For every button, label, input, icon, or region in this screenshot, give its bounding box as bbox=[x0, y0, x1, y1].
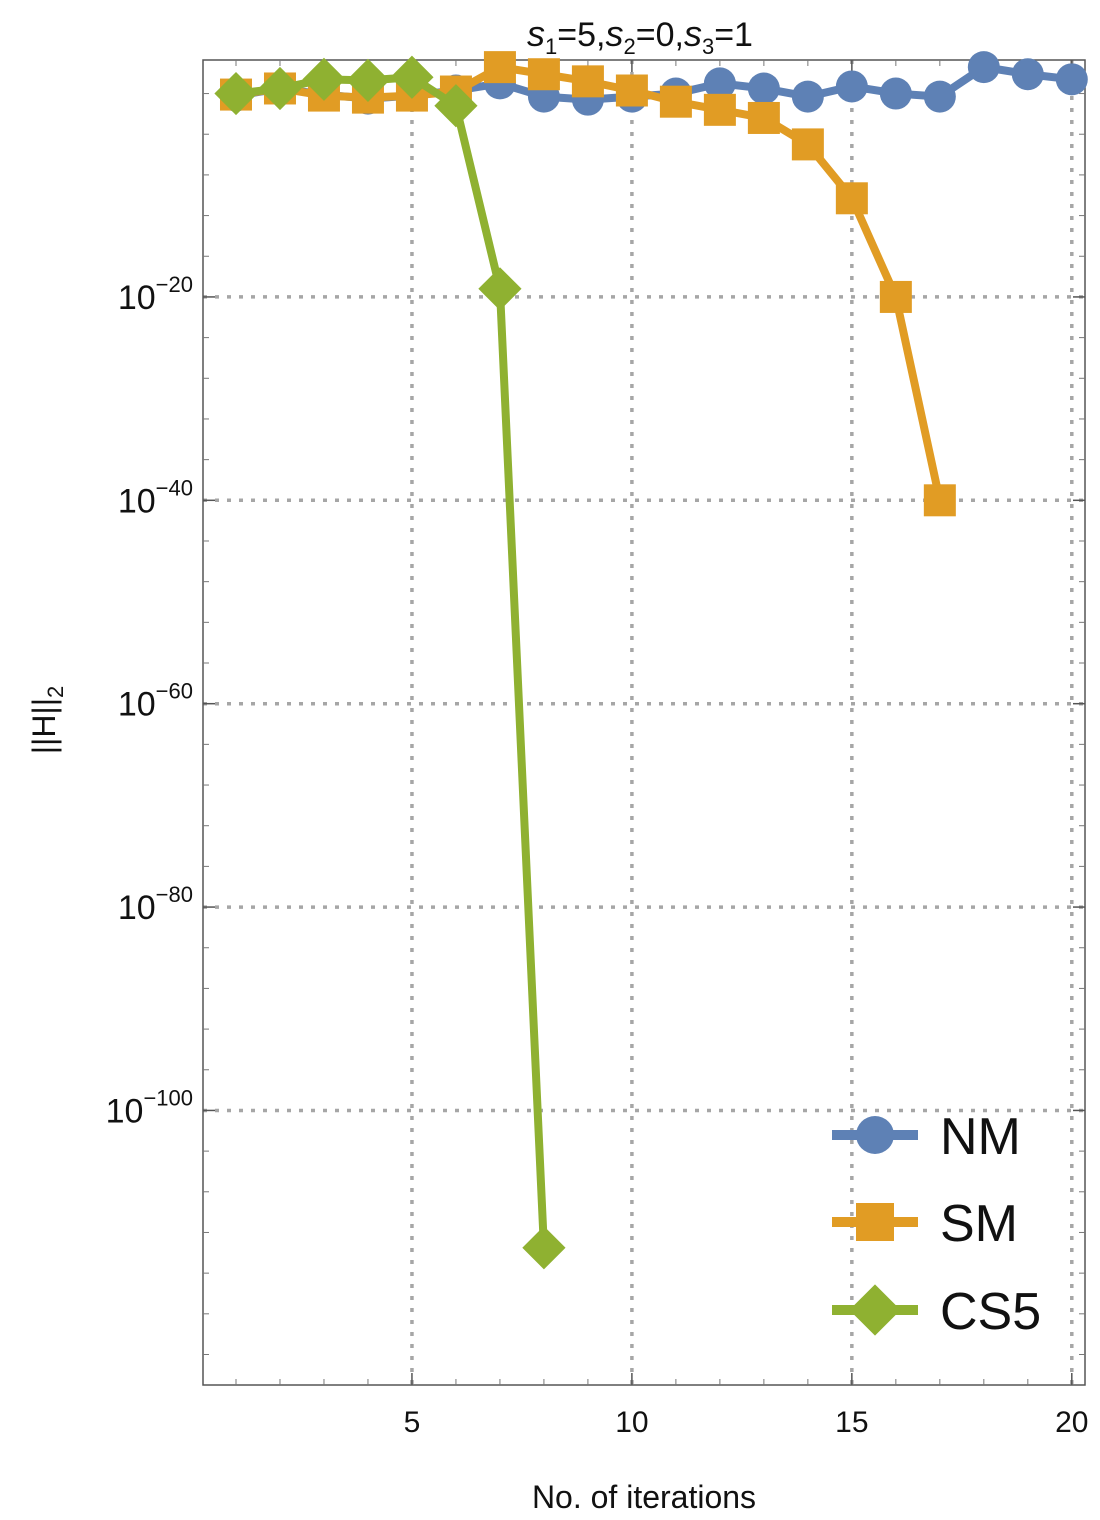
labels: s1=5,s2=0,s3=1 No. of iterations ||H||2 bbox=[26, 13, 756, 1515]
data-point-sm bbox=[791, 128, 824, 161]
legend-marker-nm bbox=[856, 1116, 894, 1154]
data-point-nm bbox=[967, 51, 1000, 84]
data-point-cs5 bbox=[522, 1226, 566, 1270]
data-point-cs5 bbox=[434, 84, 478, 128]
data-point-sm bbox=[615, 74, 648, 107]
data-point-cs5 bbox=[478, 267, 522, 311]
legend-label-sm: SM bbox=[940, 1195, 1018, 1253]
legend-item-nm: NM bbox=[832, 1108, 1021, 1166]
legend: NM SM CS5 bbox=[832, 1108, 1041, 1341]
x-tick-label: 15 bbox=[835, 1406, 868, 1439]
data-point-sm bbox=[571, 65, 604, 98]
data-point-sm bbox=[527, 58, 560, 91]
data-point-nm bbox=[1011, 58, 1044, 91]
data-point-nm bbox=[923, 80, 956, 113]
y-tick-label: 10−40 bbox=[118, 475, 193, 520]
legend-marker-cs5 bbox=[849, 1284, 901, 1336]
data-point-nm bbox=[703, 67, 736, 100]
data-point-cs5 bbox=[302, 57, 346, 101]
data-point-cs5 bbox=[346, 58, 390, 102]
legend-label-nm: NM bbox=[940, 1108, 1021, 1166]
data-point-sm bbox=[703, 93, 736, 126]
plot-frame bbox=[202, 59, 1086, 1386]
data-point-sm bbox=[659, 85, 692, 118]
data-point-nm bbox=[791, 80, 824, 113]
y-tick-label: 10−60 bbox=[118, 679, 193, 724]
legend-item-cs5: CS5 bbox=[832, 1283, 1041, 1341]
data-point-nm bbox=[1055, 63, 1088, 96]
y-tick-label: 10−20 bbox=[118, 272, 193, 317]
x-tick-label: 20 bbox=[1055, 1406, 1088, 1439]
data-point-sm bbox=[483, 51, 516, 84]
grid bbox=[203, 60, 1085, 1385]
legend-item-sm: SM bbox=[832, 1195, 1018, 1253]
y-tick-label: 10−100 bbox=[106, 1085, 193, 1130]
data-point-sm bbox=[835, 182, 868, 215]
series-cs5 bbox=[214, 55, 566, 1270]
data-point-cs5 bbox=[214, 71, 258, 116]
data-point-nm bbox=[879, 77, 912, 110]
legend-label-cs5: CS5 bbox=[940, 1283, 1041, 1341]
data-point-cs5 bbox=[258, 66, 302, 111]
data-point-sm bbox=[747, 101, 780, 134]
legend-marker-sm bbox=[856, 1203, 894, 1241]
data-point-sm bbox=[879, 280, 912, 313]
data-point-nm bbox=[747, 72, 780, 105]
data-point-cs5 bbox=[390, 55, 434, 99]
data-point-nm bbox=[835, 70, 868, 103]
x-tick-label: 5 bbox=[404, 1406, 421, 1439]
y-tick-label: 10−80 bbox=[118, 882, 193, 927]
data-point-sm bbox=[923, 484, 956, 517]
series bbox=[214, 51, 1088, 1270]
chart-title: s1=5,s2=0,s3=1 bbox=[527, 13, 753, 59]
x-tick-label: 10 bbox=[615, 1406, 648, 1439]
x-axis-title: No. of iterations bbox=[532, 1479, 756, 1515]
y-axis-title: ||H||2 bbox=[26, 686, 68, 755]
